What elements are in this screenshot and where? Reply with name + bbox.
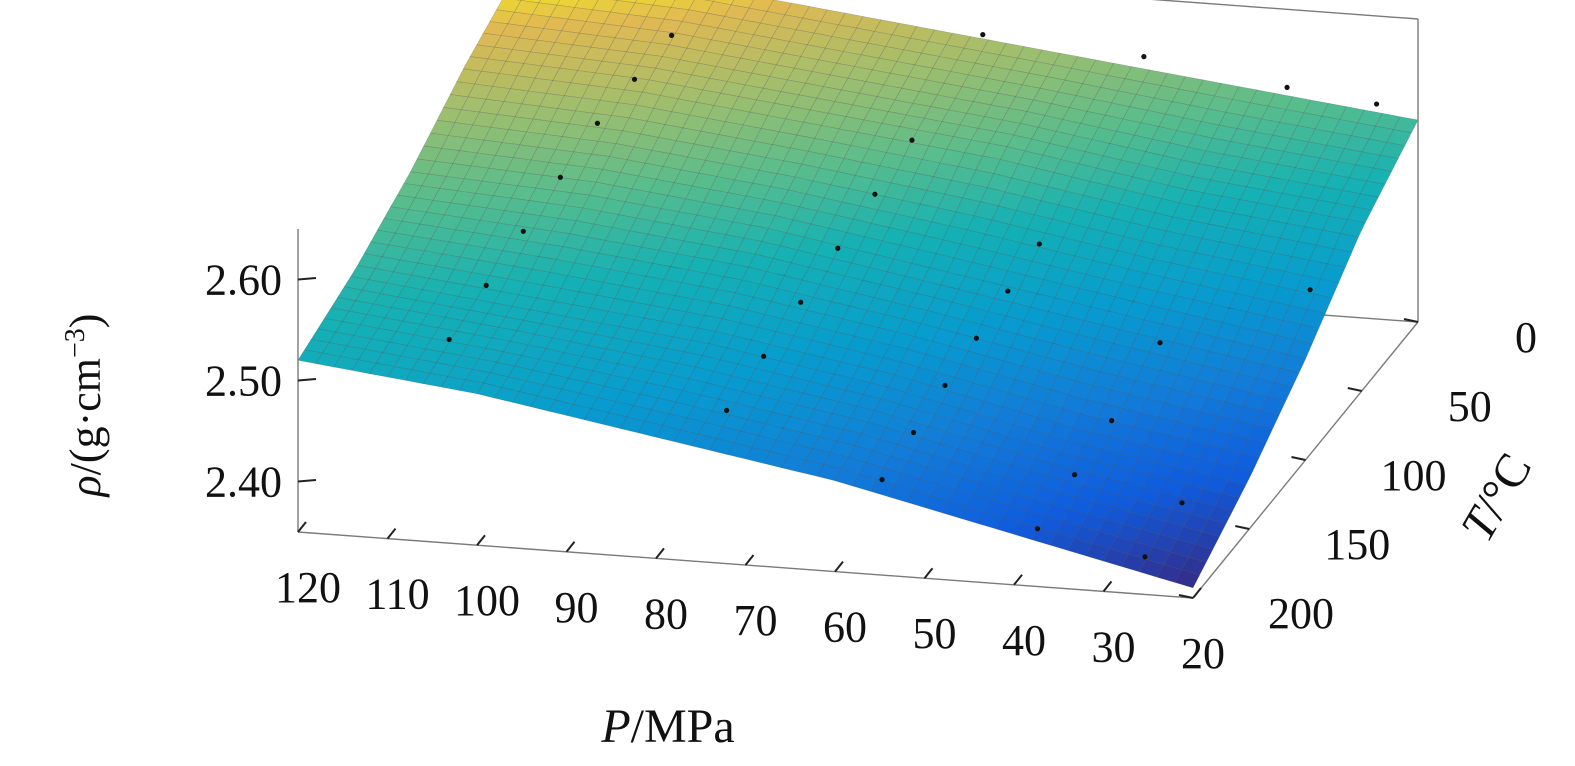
measured-point	[1157, 340, 1163, 346]
measured-point	[909, 137, 915, 143]
measured-point	[483, 282, 489, 288]
measured-point	[1179, 500, 1185, 506]
measured-point	[835, 245, 841, 251]
t-tick-label: 100	[1381, 451, 1447, 500]
t-tick-mark	[1403, 318, 1419, 323]
p-tick-label: 60	[823, 603, 867, 652]
p-tick-label: 90	[555, 583, 599, 632]
t-tick-mark	[1291, 456, 1306, 461]
p-tick-mark	[834, 560, 844, 573]
p-tick-label: 40	[1002, 616, 1046, 665]
measured-point	[1142, 554, 1148, 560]
measured-point	[668, 32, 675, 38]
measured-point	[980, 32, 986, 38]
surface-cell	[1174, 569, 1201, 589]
y-axis-label: T/°C	[1451, 444, 1543, 550]
p-tick-mark	[1192, 587, 1202, 599]
t-tick-mark	[1178, 594, 1194, 599]
measured-point	[942, 382, 948, 388]
measured-point	[1036, 241, 1042, 247]
measured-point	[446, 336, 452, 342]
z-tick-mark	[297, 277, 317, 281]
t-tick-mark	[1235, 525, 1250, 530]
measured-point	[557, 174, 563, 180]
z-axis-label-close: )	[61, 314, 110, 329]
p-tick-mark	[655, 547, 665, 560]
p-tick-label: 80	[644, 589, 688, 638]
back-top-edge	[1150, 0, 1419, 20]
t-tick-label: 150	[1324, 520, 1390, 569]
p-tick-mark	[297, 521, 307, 533]
measured-point	[910, 429, 917, 436]
p-tick-label: 30	[1092, 622, 1136, 671]
measured-point	[973, 335, 980, 341]
measured-point	[1307, 287, 1313, 293]
z-axis-label: ρ/(g·cm−3)	[60, 314, 110, 499]
x-axis-label-symbol: P	[600, 700, 630, 753]
p-tick-mark	[1013, 574, 1023, 586]
p-tick-mark	[744, 554, 755, 566]
measured-point	[594, 120, 601, 126]
z-axis-label-unit: /(g·cm	[61, 358, 110, 475]
measured-point	[1373, 101, 1380, 107]
measured-point	[1109, 418, 1115, 424]
measured-point	[879, 477, 885, 483]
p-tick-mark	[386, 527, 397, 540]
z-tick-mark	[297, 378, 317, 382]
t-tick-label: 0	[1515, 313, 1537, 362]
x-axis-label-unit: /MPa	[631, 700, 735, 753]
t-tick-mark	[1347, 387, 1362, 392]
p-tick-label: 120	[275, 563, 341, 612]
measured-point	[761, 353, 767, 359]
measured-point	[723, 407, 730, 413]
x-axis-label: P/MPa	[600, 700, 734, 753]
p-tick-label: 20	[1181, 629, 1225, 678]
measured-point	[520, 228, 526, 234]
measured-point	[1072, 472, 1078, 478]
p-tick-mark	[565, 541, 576, 553]
t-tick-label: 200	[1268, 589, 1334, 638]
measured-points	[446, 32, 1380, 560]
p-tick-mark	[476, 534, 486, 546]
measured-point	[872, 191, 878, 197]
z-tick-label: 2.50	[205, 357, 282, 406]
p-tick-mark	[923, 567, 934, 579]
measured-point	[631, 76, 638, 82]
measured-point	[1034, 526, 1041, 532]
z-tick-label: 2.40	[205, 458, 282, 507]
density-surface	[297, 0, 1419, 589]
p-tick-label: 100	[454, 576, 520, 625]
p-tick-label: 70	[734, 596, 778, 645]
measured-point	[1284, 84, 1290, 90]
z-axis-label-symbol: ρ	[61, 475, 110, 498]
z-tick-mark	[297, 479, 317, 483]
t-tick-label: 50	[1448, 382, 1492, 431]
z-axis-label-exponent: −3	[60, 328, 91, 358]
p-tick-label: 50	[913, 609, 957, 658]
p-tick-label: 110	[365, 570, 429, 619]
measured-point	[1141, 54, 1147, 60]
measured-point	[1005, 288, 1011, 294]
z-tick-label: 2.60	[205, 256, 282, 305]
measured-point	[798, 299, 804, 305]
p-tick-mark	[1102, 580, 1113, 593]
